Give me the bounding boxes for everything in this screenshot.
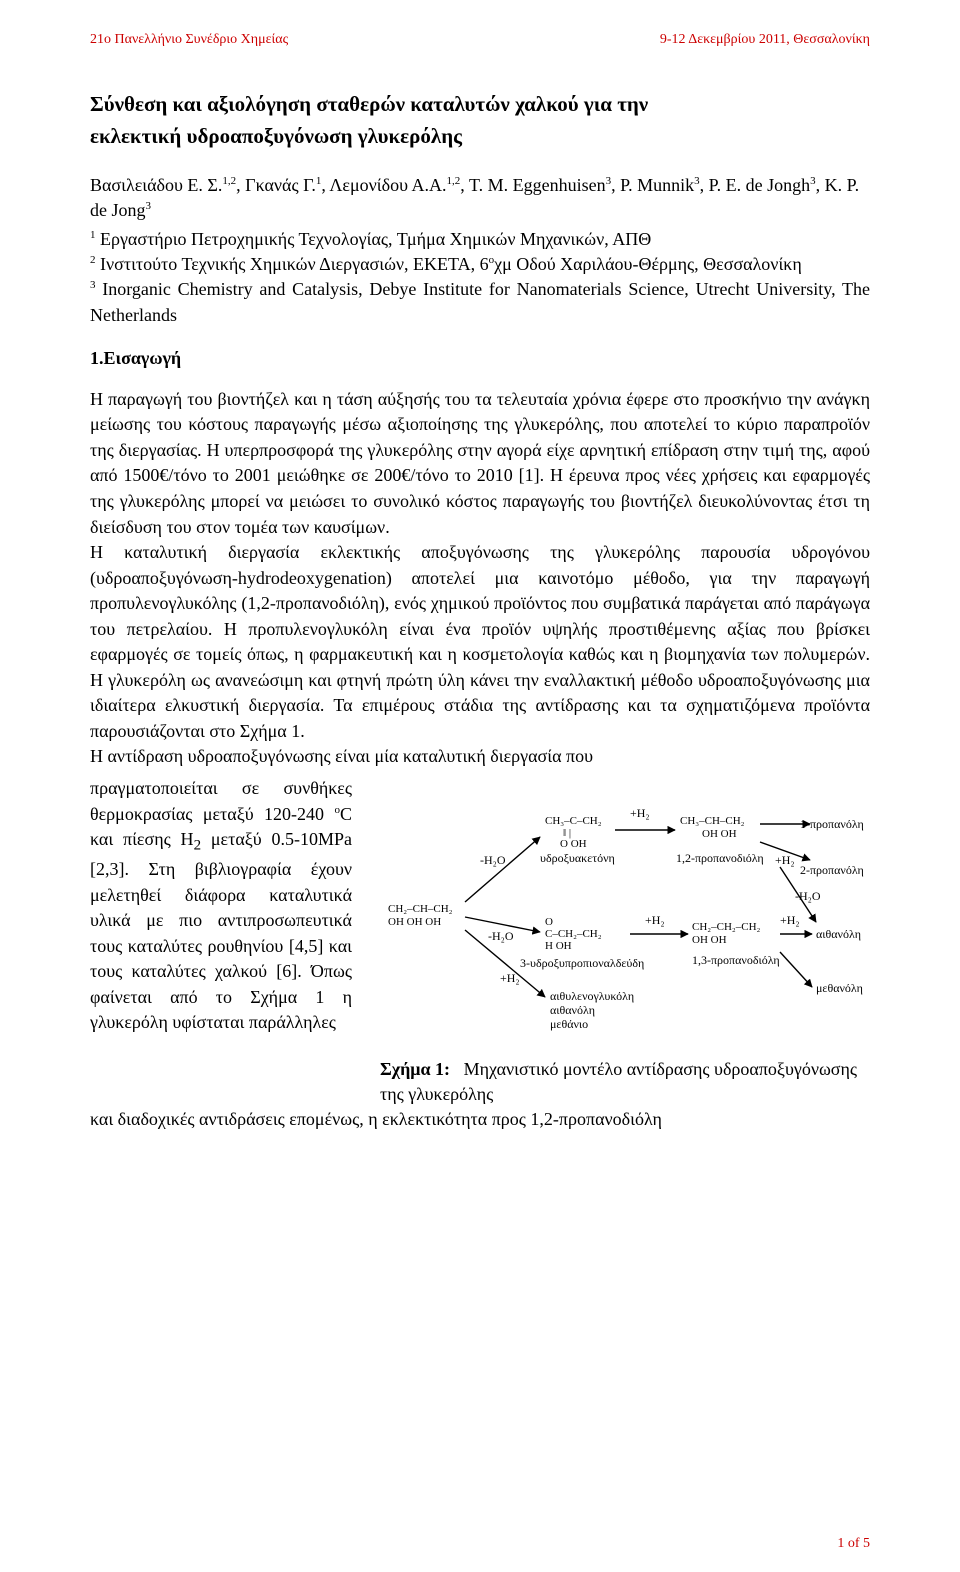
svg-text:αιθυλενογλυκόλη: αιθυλενογλυκόλη [550,989,634,1003]
svg-text:1,2-προπανοδιόλη: 1,2-προπανοδιόλη [676,851,764,865]
svg-text:OH OH: OH OH [702,828,737,840]
running-header: 21ο Πανελλήνιο Συνέδριο Χημείας 9-12 Δεκ… [90,32,870,48]
svg-text:+H₂: +H₂ [645,913,665,927]
svg-text:αιθανόλη: αιθανόλη [816,927,861,941]
svg-text:αιθανόλη: αιθανόλη [550,1003,595,1017]
left-wrap-text: πραγματοποιείται σε συνθήκες θερμοκρασία… [90,776,352,1036]
svg-text:υδροξυακετόνη: υδροξυακετόνη [540,851,615,865]
affiliations: 1 Εργαστήριο Πετροχημικής Τεχνολογίας, Τ… [90,227,870,328]
svg-text:OH OH OH: OH OH OH [388,916,441,928]
svg-text:-H₂O: -H₂O [480,853,506,867]
svg-text:2-προπανόλη: 2-προπανόλη [800,863,864,877]
svg-text:-H₂O: -H₂O [488,929,514,943]
paper-title-line1: Σύνθεση και αξιολόγηση σταθερών καταλυτώ… [90,90,870,118]
svg-text:CH₃–CH–CH₂: CH₃–CH–CH₂ [680,815,745,827]
svg-text:3-υδροξυπροπιοναλδεύδη: 3-υδροξυπροπιοναλδεύδη [520,956,644,970]
svg-text:μεθανόλη: μεθανόλη [816,981,863,995]
intro-paragraphs: Η παραγωγή του βιοντήζελ και η τάση αύξη… [90,387,870,770]
header-left: 21ο Πανελλήνιο Συνέδριο Χημείας [90,32,288,48]
svg-text:H OH: H OH [545,940,572,952]
svg-text:+H₂: +H₂ [630,806,650,820]
svg-text:CH₂–CH₂–CH₂: CH₂–CH₂–CH₂ [692,921,761,933]
svg-text:OH OH: OH OH [692,934,727,946]
svg-text:1-προπανόλη: 1-προπανόλη [800,817,864,831]
figure-1: CH₂–CH–CH₂ OH OH OH -H₂O CH₃–C–CH₂ ‖ | O… [380,782,870,1107]
page-number: 1 of 5 [837,1536,870,1552]
figure-wrap-region: CH₂–CH–CH₂ OH OH OH -H₂O CH₃–C–CH₂ ‖ | O… [90,776,870,1107]
figure-1-caption-lead: Σχήμα 1: [380,1059,450,1079]
after-wrap-line: και διαδοχικές αντιδράσεις επομένως, η ε… [90,1107,870,1133]
svg-text:+H₂: +H₂ [775,853,795,867]
svg-text:CH₂–CH–CH₂: CH₂–CH–CH₂ [388,903,453,915]
svg-text:1,3-προπανοδιόλη: 1,3-προπανοδιόλη [692,953,780,967]
svg-text:+H₂: +H₂ [780,913,800,927]
paper-title-line2: εκλεκτική υδροαποξυγόνωση γλυκερόλης [90,122,870,150]
svg-text:+H₂: +H₂ [500,971,520,985]
svg-text:O OH: O OH [560,838,587,850]
reaction-scheme-svg: CH₂–CH–CH₂ OH OH OH -H₂O CH₃–C–CH₂ ‖ | O… [380,782,870,1042]
figure-1-caption: Σχήμα 1: Μηχανιστικό μοντέλο αντίδρασης … [380,1057,870,1107]
svg-text:C–CH₂–CH₂: C–CH₂–CH₂ [545,928,602,940]
header-right: 9-12 Δεκεμβρίου 2011, Θεσσαλονίκη [660,32,870,48]
authors: Βασιλειάδου Ε. Σ.1,2, Γκανάς Γ.1, Λεμονί… [90,173,870,223]
svg-text:CH₃–C–CH₂: CH₃–C–CH₂ [545,815,602,827]
svg-text:μεθάνιο: μεθάνιο [550,1017,588,1031]
figure-1-caption-text: Μηχανιστικό μοντέλο αντίδρασης υδροαποξυ… [380,1059,857,1104]
page: 21ο Πανελλήνιο Συνέδριο Χημείας 9-12 Δεκ… [0,0,960,1572]
section-heading-1: 1.Εισαγωγή [90,348,870,369]
svg-text:-H₂O: -H₂O [795,889,821,903]
svg-text:O: O [545,916,553,928]
